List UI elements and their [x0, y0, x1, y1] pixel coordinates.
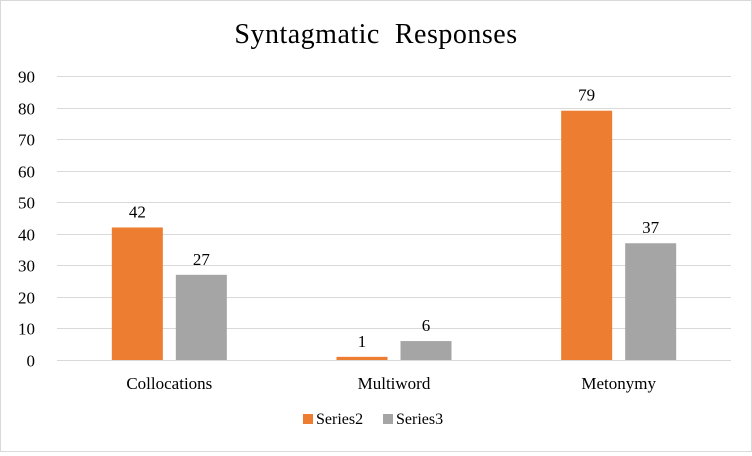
x-axis: Collocations Multiword Metonymy	[57, 360, 731, 393]
y-tick-label: 20	[18, 289, 35, 308]
legend-label-series3: Series3	[396, 411, 443, 428]
legend-swatch-series2	[303, 414, 313, 424]
bar-series3-collocations	[175, 274, 227, 360]
bars: 42 27 1 6 79 37	[111, 86, 677, 360]
y-tick-label: 70	[18, 131, 35, 150]
data-label: 37	[642, 218, 660, 237]
data-label: 1	[358, 332, 367, 351]
y-tick-label: 0	[27, 352, 36, 371]
x-tick-label: Collocations	[126, 374, 212, 393]
legend-swatch-series3	[383, 414, 393, 424]
gridlines	[57, 76, 731, 329]
y-tick-label: 80	[18, 100, 35, 119]
y-tick-label: 40	[18, 226, 35, 245]
y-tick-label: 30	[18, 257, 35, 276]
data-label: 27	[193, 250, 211, 269]
x-tick-label: Multiword	[358, 374, 431, 393]
y-axis: 0 10 20 30 40 50 60 70 80 90	[18, 68, 35, 371]
data-label: 42	[129, 202, 146, 221]
data-label: 79	[578, 86, 595, 105]
bar-series3-metonymy	[625, 243, 677, 360]
data-label: 6	[422, 316, 431, 335]
bar-series3-multiword	[400, 341, 452, 360]
y-tick-label: 60	[18, 163, 35, 182]
bar-series2-multiword	[336, 356, 388, 360]
y-tick-label: 50	[18, 194, 35, 213]
y-tick-label: 10	[18, 320, 35, 339]
chart-title: Syntagmatic Responses	[234, 19, 517, 50]
legend: Series2 Series3	[303, 411, 443, 428]
legend-label-series2: Series2	[316, 411, 363, 428]
x-tick-label: Metonymy	[581, 374, 656, 393]
bar-series2-collocations	[111, 227, 163, 360]
bar-series2-metonymy	[561, 110, 613, 360]
y-tick-label: 90	[18, 68, 35, 87]
